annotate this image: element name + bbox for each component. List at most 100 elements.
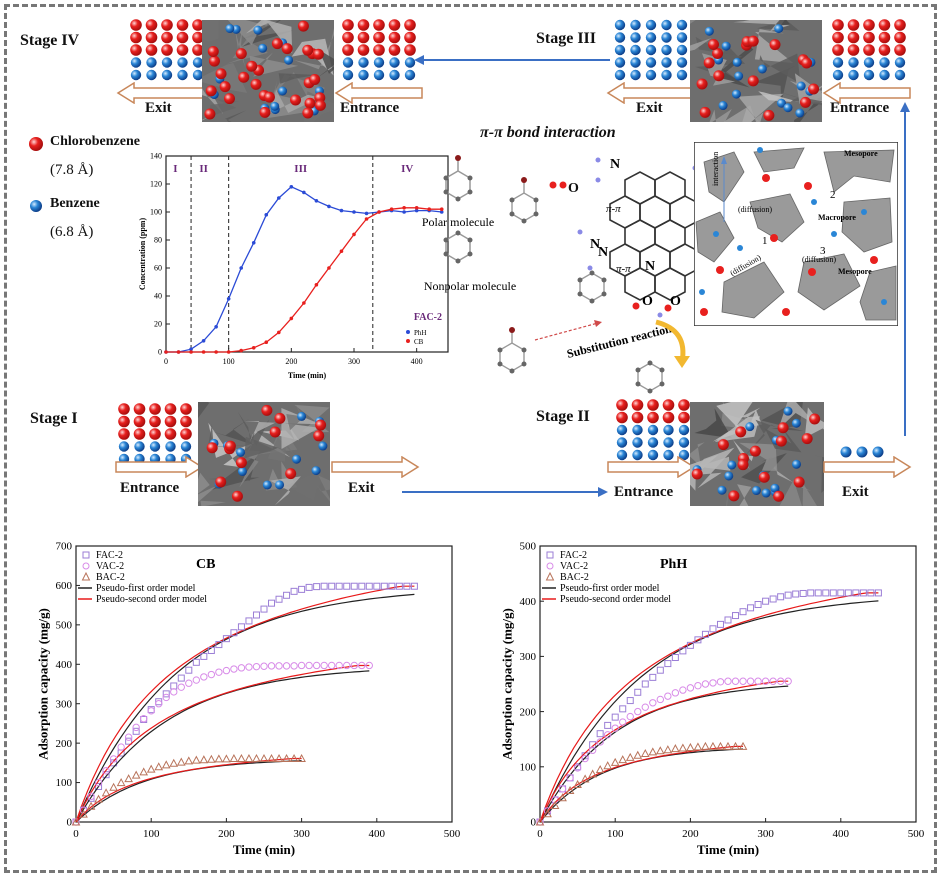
legend-label: PhH — [414, 329, 426, 337]
sem-benzene-dot — [792, 459, 802, 469]
point-PhH — [201, 339, 206, 343]
point-BAC-2 — [207, 754, 216, 763]
sem-texture — [246, 20, 293, 54]
chlorobenzene-dot — [192, 44, 204, 56]
point-CB — [352, 232, 356, 237]
point-FAC-2 — [754, 601, 762, 609]
sem-chlorobenzene-dot — [246, 60, 258, 72]
sem-chlorobenzene-dot — [223, 93, 235, 105]
y-tick-label: 300 — [520, 651, 537, 663]
point-FAC-2 — [671, 654, 679, 662]
sem-texture — [690, 38, 712, 51]
benzene-dot — [373, 57, 385, 68]
benzene-dot — [678, 424, 690, 436]
model-curve — [539, 600, 879, 823]
point-VAC-2 — [716, 678, 725, 686]
sem-texture — [779, 480, 818, 506]
x-tick-label: 100 — [223, 357, 235, 366]
point-VAC-2 — [109, 755, 118, 763]
stage-iv-exit-label: Exit — [145, 100, 172, 116]
benzene-dot — [863, 69, 875, 81]
point-FAC-2 — [716, 620, 724, 628]
sem-benzene-dot — [292, 454, 302, 464]
x-tick-label: 300 — [757, 828, 774, 840]
sem-chlorobenzene-dot — [224, 440, 236, 452]
y-axis-label: Concentration (ppm) — [138, 218, 147, 291]
stage-ii-title: Stage II — [536, 408, 590, 425]
chlorobenzene-dot — [647, 399, 659, 411]
benzene-dot — [661, 19, 672, 31]
chart-title: FAC-2 — [414, 312, 442, 323]
flow-arrow-i-to-ii — [402, 487, 608, 497]
point-FAC-2 — [373, 582, 381, 590]
point-PhH — [339, 208, 344, 213]
point-PhH — [214, 325, 218, 329]
point-CB — [277, 330, 281, 335]
point-VAC-2 — [230, 665, 238, 673]
benzene-dot — [676, 32, 688, 43]
point-FAC-2 — [95, 783, 103, 791]
point-VAC-2 — [724, 677, 732, 685]
sem-texture — [780, 20, 790, 26]
legend-label: Pseudo-second order model — [96, 594, 207, 605]
point-BAC-2 — [640, 748, 650, 758]
benzene-dot — [879, 69, 890, 81]
point-VAC-2 — [252, 662, 261, 671]
sem-texture — [237, 411, 270, 447]
sem-texture — [709, 109, 732, 122]
benzene-dot — [192, 57, 204, 68]
stage-iv-exit-arrow — [116, 82, 205, 104]
point-FAC-2 — [769, 595, 777, 603]
carbon-sheet-icon — [609, 171, 700, 301]
x-tick-label: 200 — [285, 357, 297, 366]
point-FAC-2 — [252, 611, 260, 619]
point-VAC-2 — [350, 661, 358, 670]
stage-iii-sem-image — [690, 20, 822, 122]
benzene-dot — [358, 57, 369, 68]
benzene-dot — [630, 32, 641, 43]
sem-chlorobenzene-dot — [769, 39, 781, 51]
point-VAC-2 — [769, 677, 777, 685]
point-VAC-2 — [619, 718, 627, 726]
y-tick-label: 0 — [67, 817, 73, 829]
point-VAC-2 — [245, 663, 253, 671]
point-BAC-2 — [259, 753, 269, 763]
legend-label: FAC-2 — [560, 550, 587, 561]
chlorobenzene-dot — [130, 19, 142, 31]
sem-texture — [208, 422, 255, 467]
atom-n-1: N — [610, 157, 620, 172]
point-BAC-2 — [738, 741, 748, 750]
point-BAC-2 — [588, 769, 597, 778]
point-VAC-2 — [581, 754, 589, 763]
chlorobenzene-dot — [373, 31, 385, 44]
x-tick-label: 300 — [348, 357, 360, 366]
mechanism-molecule-diagram: Polar molecule Nonpolar molecule N O π-π… — [422, 155, 700, 394]
stage-iv-entrance-label: Entrance — [340, 100, 400, 116]
benzene-dot — [177, 57, 188, 68]
chlorobenzene-dot — [616, 411, 628, 424]
point-VAC-2 — [603, 731, 612, 739]
stage-ii-entrance-arrow — [607, 456, 696, 478]
point-FAC-2 — [380, 582, 388, 590]
x-tick-label: 500 — [444, 828, 461, 840]
plot-area — [165, 155, 449, 353]
sem-texture — [690, 442, 705, 467]
point-FAC-2 — [874, 589, 882, 597]
point-VAC-2 — [664, 692, 672, 700]
sem-texture — [717, 46, 754, 88]
point-FAC-2 — [177, 674, 185, 682]
point-FAC-2 — [649, 673, 657, 681]
sem-chlorobenzene-dot — [207, 45, 219, 57]
point-FAC-2 — [110, 759, 118, 767]
chlorobenzene-dot — [164, 415, 177, 428]
sem-benzene-dot — [731, 89, 741, 99]
point-VAC-2 — [192, 676, 201, 684]
series-line-PhH — [166, 186, 442, 353]
cb-kinetics-chart: 0 100 200 300 400 500 0 100 200 300 400 500 600 700 Ti… — [35, 541, 461, 857]
sem-chlorobenzene-dot — [231, 490, 243, 502]
point-BAC-2 — [701, 741, 710, 750]
point-FAC-2 — [859, 589, 867, 597]
point-CB — [339, 249, 344, 253]
x-tick-label: 100 — [143, 828, 160, 840]
sem-chlorobenzene-dot — [728, 490, 740, 502]
